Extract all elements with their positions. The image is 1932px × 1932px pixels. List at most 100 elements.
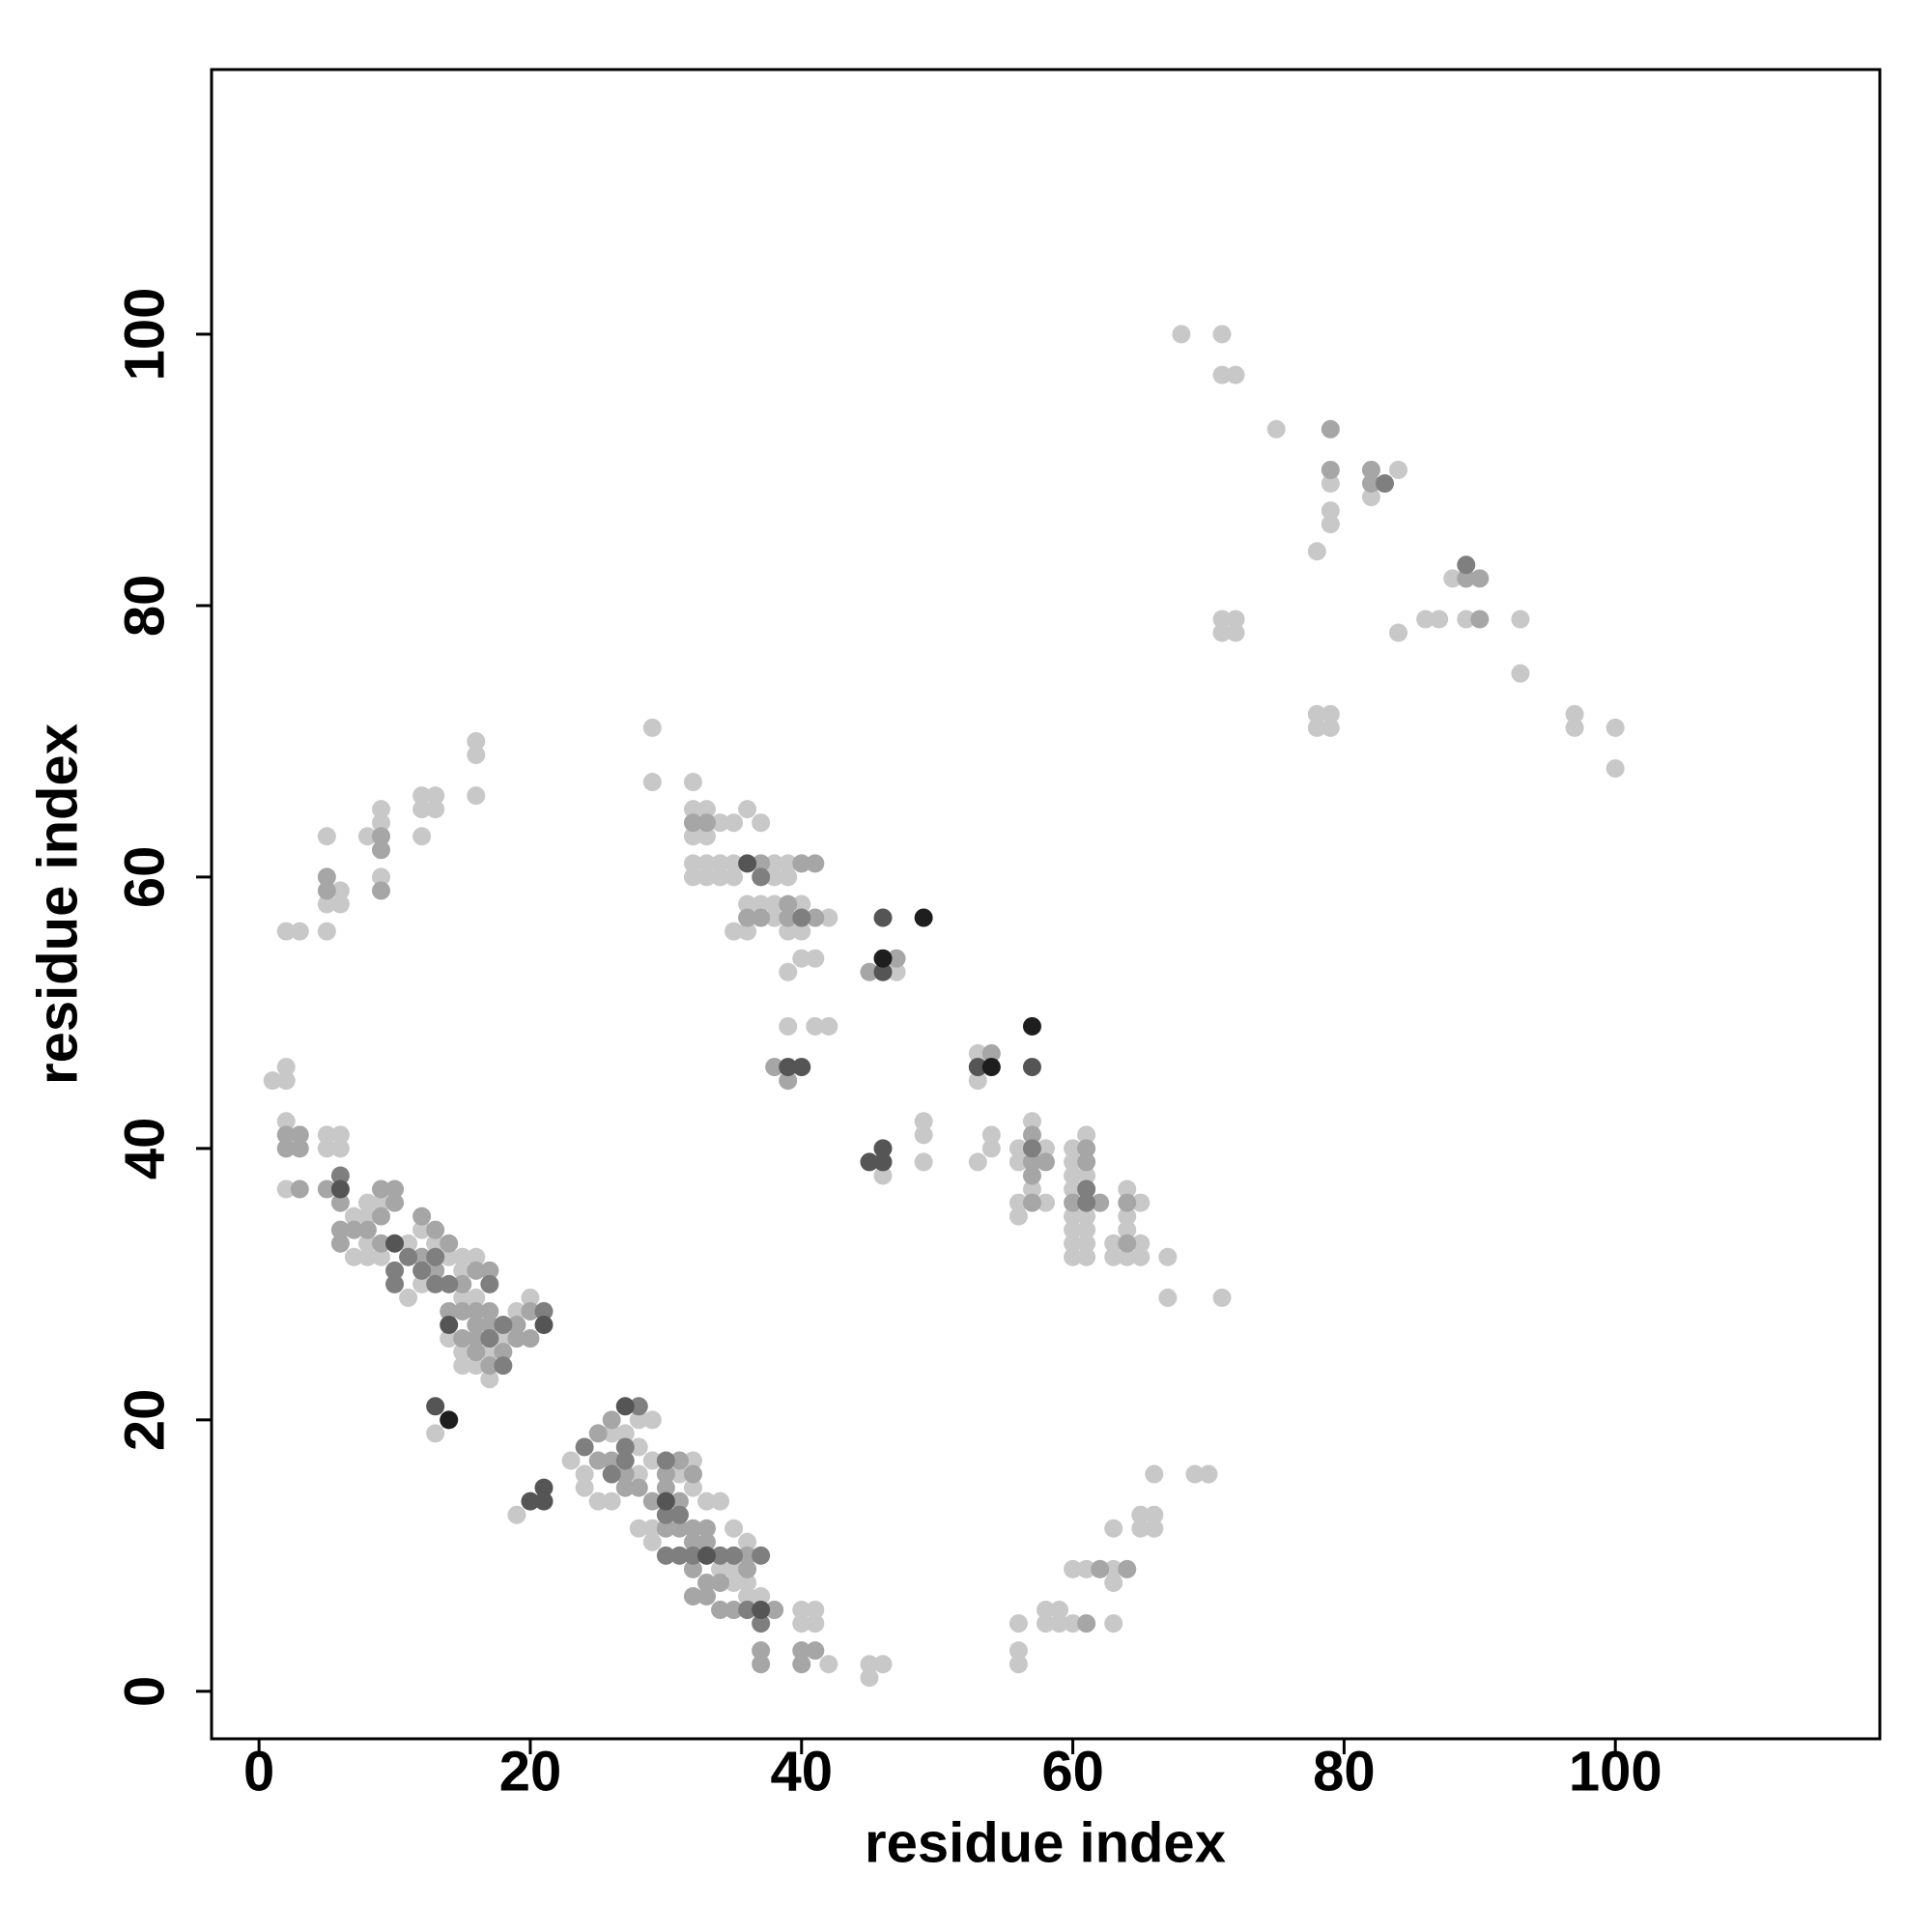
point <box>426 1424 445 1443</box>
point <box>669 1546 689 1565</box>
point <box>615 1478 635 1497</box>
point <box>629 1478 648 1497</box>
point <box>792 1614 811 1634</box>
point <box>330 1166 350 1185</box>
point <box>629 1397 648 1416</box>
point <box>779 854 798 873</box>
point <box>534 1492 554 1511</box>
point <box>344 1207 363 1226</box>
point <box>1091 1559 1110 1578</box>
point <box>290 922 309 941</box>
point <box>507 1301 526 1321</box>
point <box>860 1655 879 1674</box>
point <box>792 854 811 873</box>
point <box>1064 1139 1083 1158</box>
point <box>1361 488 1380 507</box>
point <box>1022 1016 1041 1036</box>
point <box>683 867 702 887</box>
point <box>372 1247 391 1266</box>
point <box>412 1261 432 1280</box>
point <box>696 1546 716 1565</box>
point <box>873 1166 893 1185</box>
point <box>792 1655 811 1674</box>
point <box>752 908 771 927</box>
point <box>385 1261 405 1280</box>
point <box>1064 1247 1083 1266</box>
point <box>1361 473 1380 493</box>
point <box>724 1546 744 1565</box>
point <box>1037 1614 1055 1634</box>
point <box>1443 569 1463 588</box>
point <box>1104 1614 1123 1634</box>
point <box>507 1505 526 1524</box>
point <box>615 1397 635 1416</box>
point <box>1226 623 1245 642</box>
point <box>317 1179 336 1199</box>
point <box>1457 569 1476 588</box>
point <box>738 1601 757 1620</box>
point <box>1118 1234 1137 1253</box>
point <box>656 1451 675 1470</box>
point <box>806 1601 825 1620</box>
point <box>629 1464 648 1484</box>
point <box>317 922 336 941</box>
point <box>1307 718 1326 737</box>
point <box>656 1546 675 1565</box>
y-tick-label: 20 <box>113 1389 176 1452</box>
point <box>1321 473 1340 493</box>
point <box>521 1492 540 1511</box>
point <box>914 1125 933 1145</box>
point <box>467 1247 486 1266</box>
point <box>385 1274 405 1293</box>
point <box>752 895 771 914</box>
point <box>1457 610 1476 629</box>
point <box>683 1519 702 1538</box>
point <box>1009 1139 1028 1158</box>
point <box>887 962 906 981</box>
point <box>724 1559 744 1578</box>
point <box>873 1152 893 1172</box>
point <box>372 1193 391 1212</box>
point <box>1118 1247 1137 1266</box>
point <box>480 1370 499 1389</box>
point <box>1145 1505 1164 1524</box>
point <box>440 1301 459 1321</box>
point <box>615 1424 635 1443</box>
point <box>399 1288 418 1307</box>
point <box>426 1247 445 1266</box>
point <box>711 813 730 833</box>
x-tick-label: 80 <box>1313 1740 1376 1803</box>
point <box>792 1058 811 1077</box>
point <box>1145 1464 1164 1484</box>
point <box>1091 1193 1110 1212</box>
point <box>968 1152 987 1172</box>
point <box>385 1193 405 1212</box>
point <box>1226 365 1245 384</box>
point <box>914 908 933 927</box>
point <box>696 1573 716 1592</box>
point <box>656 1519 675 1538</box>
point <box>467 1261 486 1280</box>
point <box>1022 1166 1041 1185</box>
point <box>1077 1139 1096 1158</box>
point <box>669 1451 689 1470</box>
point <box>467 1288 486 1307</box>
point <box>615 1464 635 1484</box>
point <box>357 1220 377 1239</box>
point <box>372 800 391 819</box>
point <box>561 1451 581 1470</box>
point <box>440 1247 459 1266</box>
point <box>1064 1179 1083 1199</box>
point <box>1172 325 1191 344</box>
point <box>752 1601 771 1620</box>
point <box>738 1573 757 1592</box>
point <box>480 1343 499 1362</box>
point <box>642 718 662 737</box>
point <box>385 1234 405 1253</box>
point <box>738 1532 757 1551</box>
point <box>1118 1220 1137 1239</box>
point <box>1104 1234 1123 1253</box>
point <box>696 800 716 819</box>
point <box>819 1655 838 1674</box>
point <box>344 1220 363 1239</box>
